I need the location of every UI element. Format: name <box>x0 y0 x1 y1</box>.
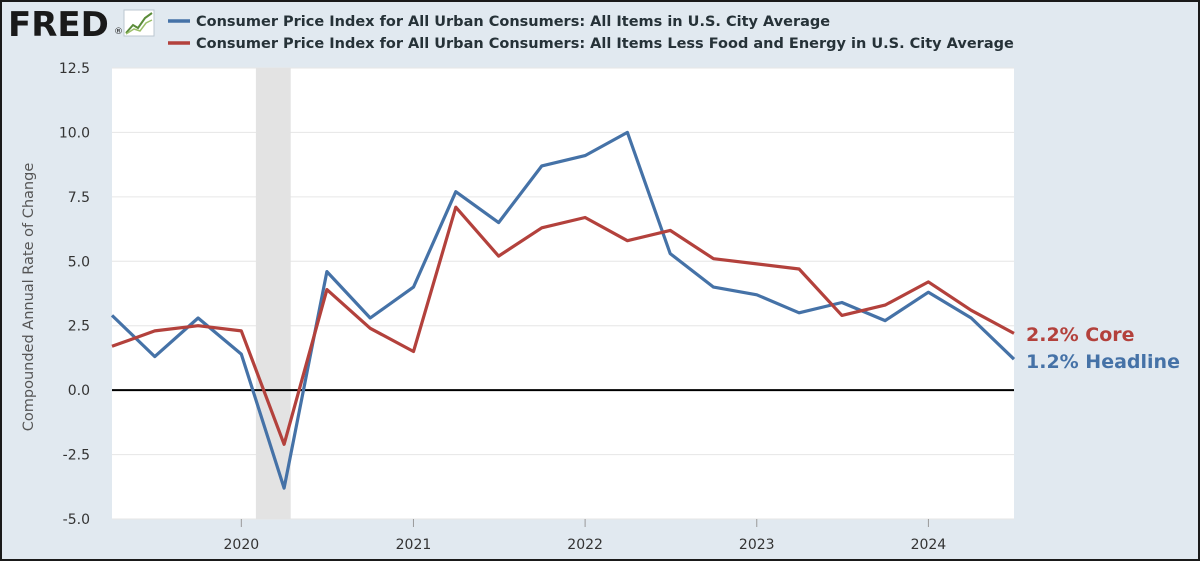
y-axis: 12.5 10.0 7.5 5.0 2.5 0.0 -2.5 -5.0 <box>59 61 90 528</box>
y-tick-label: 10.0 <box>59 125 90 141</box>
trend-chart-icon <box>123 9 155 37</box>
x-axis: 2020 2021 2022 2023 2024 <box>224 519 947 553</box>
legend-item-core: Consumer Price Index for All Urban Consu… <box>168 36 1014 52</box>
series <box>110 130 1016 490</box>
legend-item-headline: Consumer Price Index for All Urban Consu… <box>168 14 830 30</box>
y-tick-label: -2.5 <box>63 448 90 464</box>
y-tick-label: -5.0 <box>63 512 90 528</box>
end-label-core: 2.2% Core <box>1026 324 1135 346</box>
end-labels: 2.2% Core 1.2% Headline <box>1026 324 1180 373</box>
legend-label-headline: Consumer Price Index for All Urban Consu… <box>196 14 830 30</box>
y-tick-label: 7.5 <box>68 190 90 206</box>
x-tick-label: 2022 <box>567 537 603 553</box>
logo-text: FRED <box>8 5 109 45</box>
fred-logo: FRED ® <box>8 5 155 45</box>
x-tick-label: 2023 <box>739 537 775 553</box>
y-axis-title: Compounded Annual Rate of Change <box>21 163 37 432</box>
logo-registered: ® <box>114 27 123 37</box>
x-tick-label: 2024 <box>911 537 947 553</box>
y-tick-label: 12.5 <box>59 61 90 77</box>
y-tick-label: 2.5 <box>68 319 90 335</box>
x-tick-label: 2021 <box>396 537 432 553</box>
legend-label-core: Consumer Price Index for All Urban Consu… <box>196 36 1014 52</box>
series-line-core <box>111 205 1015 446</box>
x-tick-label: 2020 <box>224 537 260 553</box>
end-label-headline: 1.2% Headline <box>1026 351 1180 373</box>
legend: Consumer Price Index for All Urban Consu… <box>168 14 1014 52</box>
plot-area <box>112 68 1014 519</box>
y-tick-label: 0.0 <box>68 383 90 399</box>
y-tick-label: 5.0 <box>68 254 90 270</box>
